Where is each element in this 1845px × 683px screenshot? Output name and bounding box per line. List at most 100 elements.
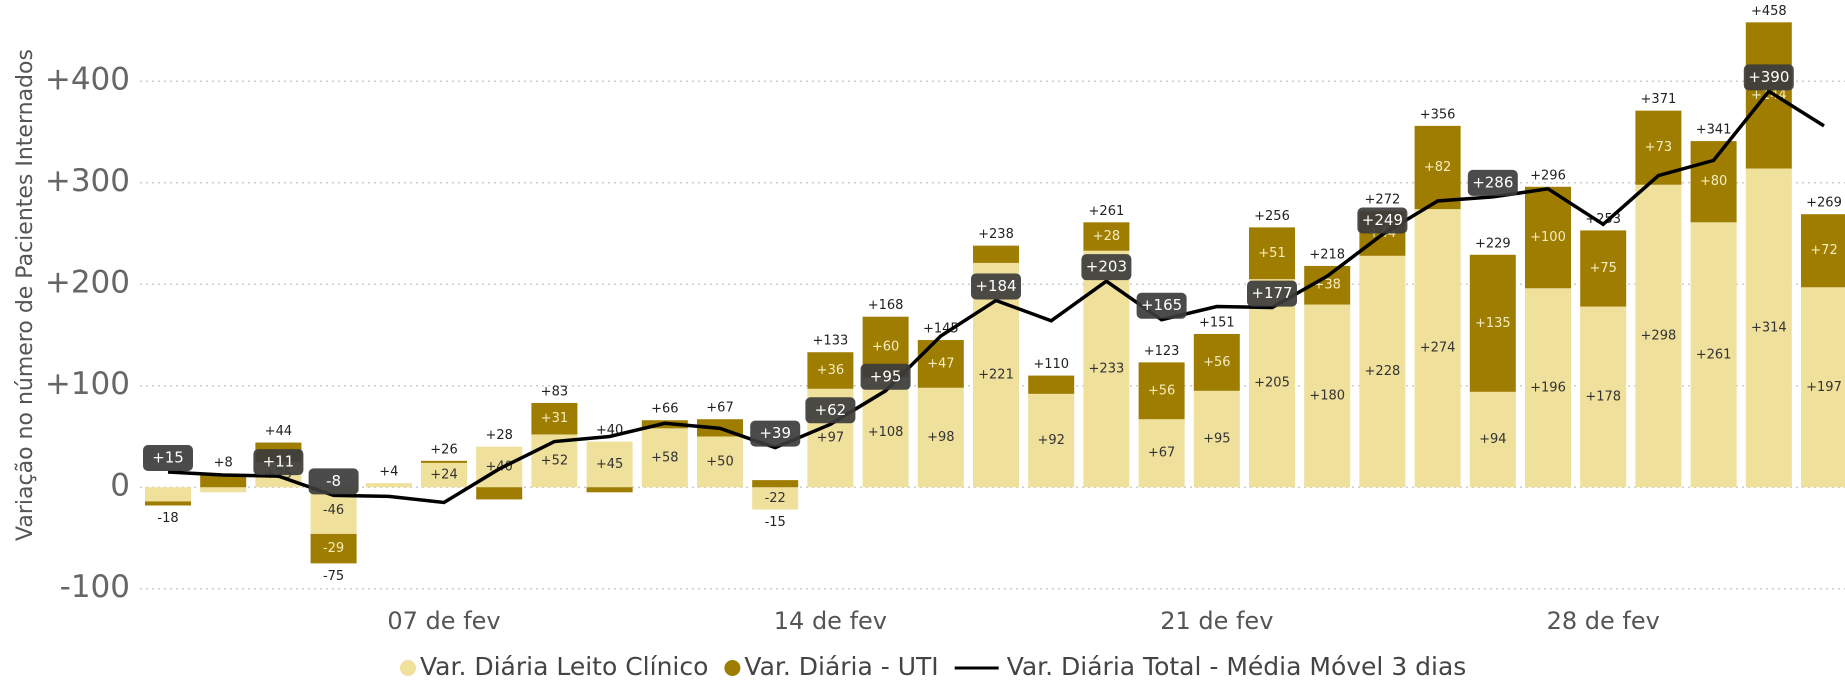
total-label: +28 (485, 428, 512, 443)
bar-segment (1414, 209, 1461, 488)
y-tick-label: +200 (45, 265, 130, 301)
total-label: +66 (651, 402, 678, 417)
bar-segment (1745, 168, 1792, 488)
bar-segment (1083, 222, 1130, 251)
label-box (750, 420, 801, 447)
label-box (1467, 169, 1518, 196)
line-label: +62 (815, 401, 847, 419)
y-tick-label: +400 (45, 62, 130, 98)
label-box (860, 363, 911, 390)
segment-label: +261 (1696, 347, 1732, 362)
x-tick-label: 14 de fev (774, 607, 887, 635)
segment-label: +82 (1424, 160, 1451, 175)
segment-label: +108 (868, 425, 904, 440)
bar-segment (1193, 333, 1240, 391)
line-label: +249 (1362, 211, 1403, 229)
total-label: +296 (1530, 168, 1566, 183)
bar-segment (641, 428, 688, 488)
y-tick-label: -100 (60, 569, 130, 605)
label-box (1247, 280, 1297, 307)
total-label: +272 (1365, 193, 1401, 208)
bar-segment (1359, 255, 1406, 488)
moving-average-line (167, 89, 1825, 505)
total-label: -18 (157, 511, 178, 526)
bar-segment (1801, 214, 1845, 288)
segment-label: +73 (1645, 140, 1672, 155)
bar-segment (1580, 230, 1627, 307)
bar-segment (697, 436, 743, 488)
segment-label: +135 (1475, 316, 1511, 331)
segment-label: -22 (765, 491, 786, 506)
bar-segment (1193, 390, 1240, 488)
bar-segment (421, 462, 467, 488)
total-label: -15 (765, 515, 786, 530)
segment-label: +28 (1093, 229, 1120, 244)
line-label: +165 (1141, 296, 1182, 314)
legend-label: Var. Diária Leito Clínico (420, 652, 708, 681)
segment-label: +56 (1203, 355, 1230, 370)
segment-label: +97 (817, 431, 844, 446)
line-label: +286 (1472, 173, 1513, 191)
bar-segment (752, 487, 799, 510)
segment-label: +56 (1148, 383, 1175, 398)
bar-segment (365, 483, 412, 488)
segment-label: +221 (978, 368, 1014, 383)
bar-segment (1801, 287, 1845, 488)
x-tick-label: 07 de fev (387, 607, 500, 635)
total-label: +458 (1751, 4, 1787, 19)
segment-label: +50 (706, 454, 733, 469)
segment-label: +36 (817, 363, 844, 378)
bar-segment (476, 487, 523, 500)
bar-segment (1028, 393, 1075, 488)
total-label: +145 (923, 322, 959, 337)
label-box (805, 397, 856, 424)
bar-segment (200, 487, 247, 493)
segment-label: +31 (541, 411, 568, 426)
bar-segment (310, 533, 357, 564)
segment-label: +67 (1148, 446, 1175, 461)
segment-label: +274 (1420, 341, 1456, 356)
bar-segment (1249, 279, 1295, 488)
segment-label: -46 (323, 503, 344, 518)
total-label: +110 (1033, 357, 1069, 372)
total-label: -75 (323, 569, 344, 584)
segment-label: +94 (1479, 432, 1506, 447)
bar-segment (1249, 227, 1295, 280)
total-label: +356 (1420, 107, 1456, 122)
bar-segment (1414, 125, 1461, 210)
segment-label: +314 (1751, 320, 1787, 335)
line-label: +11 (263, 453, 295, 471)
total-label: +238 (978, 227, 1014, 242)
label-box (1743, 64, 1794, 91)
bar-segment (807, 352, 854, 389)
line-label: +177 (1251, 284, 1292, 302)
bar-segment (1525, 186, 1571, 289)
segment-label: +95 (1203, 432, 1230, 447)
bar-segment (1690, 222, 1737, 488)
segment-label: +196 (1530, 380, 1566, 395)
total-label: +67 (706, 401, 733, 416)
segment-label: +60 (872, 340, 899, 355)
bar-segment (862, 377, 909, 488)
line-label: +184 (975, 277, 1016, 295)
bar-segment (145, 501, 191, 506)
y-axis-title: Variação no número de Pacientes Internad… (13, 49, 38, 541)
segment-label: +45 (596, 457, 623, 472)
total-label: +341 (1696, 123, 1732, 138)
bar-segment (145, 487, 191, 502)
segment-label: +298 (1641, 328, 1677, 343)
y-tick-label: 0 (110, 468, 130, 504)
segment-label: +47 (927, 356, 954, 371)
total-label: +229 (1475, 236, 1511, 251)
total-label: +123 (1144, 344, 1180, 359)
bar-segment (1690, 141, 1737, 223)
line-label: -8 (326, 472, 341, 490)
segment-label: +52 (541, 453, 568, 468)
bar-segment (1525, 288, 1571, 488)
label-box (1136, 292, 1187, 319)
total-label: +218 (1309, 247, 1345, 262)
bar-segment (200, 474, 247, 488)
segment-label: +40 (485, 459, 512, 474)
segment-label: +75 (1589, 261, 1616, 276)
total-label: +26 (430, 442, 457, 457)
